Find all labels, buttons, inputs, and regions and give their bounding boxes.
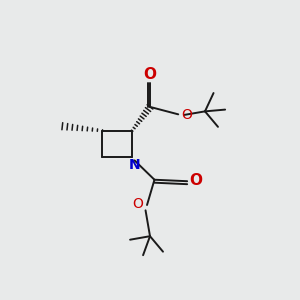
- Text: O: O: [143, 67, 156, 82]
- Text: O: O: [132, 197, 143, 212]
- Text: O: O: [182, 108, 193, 122]
- Text: N: N: [128, 158, 140, 172]
- Text: O: O: [189, 173, 202, 188]
